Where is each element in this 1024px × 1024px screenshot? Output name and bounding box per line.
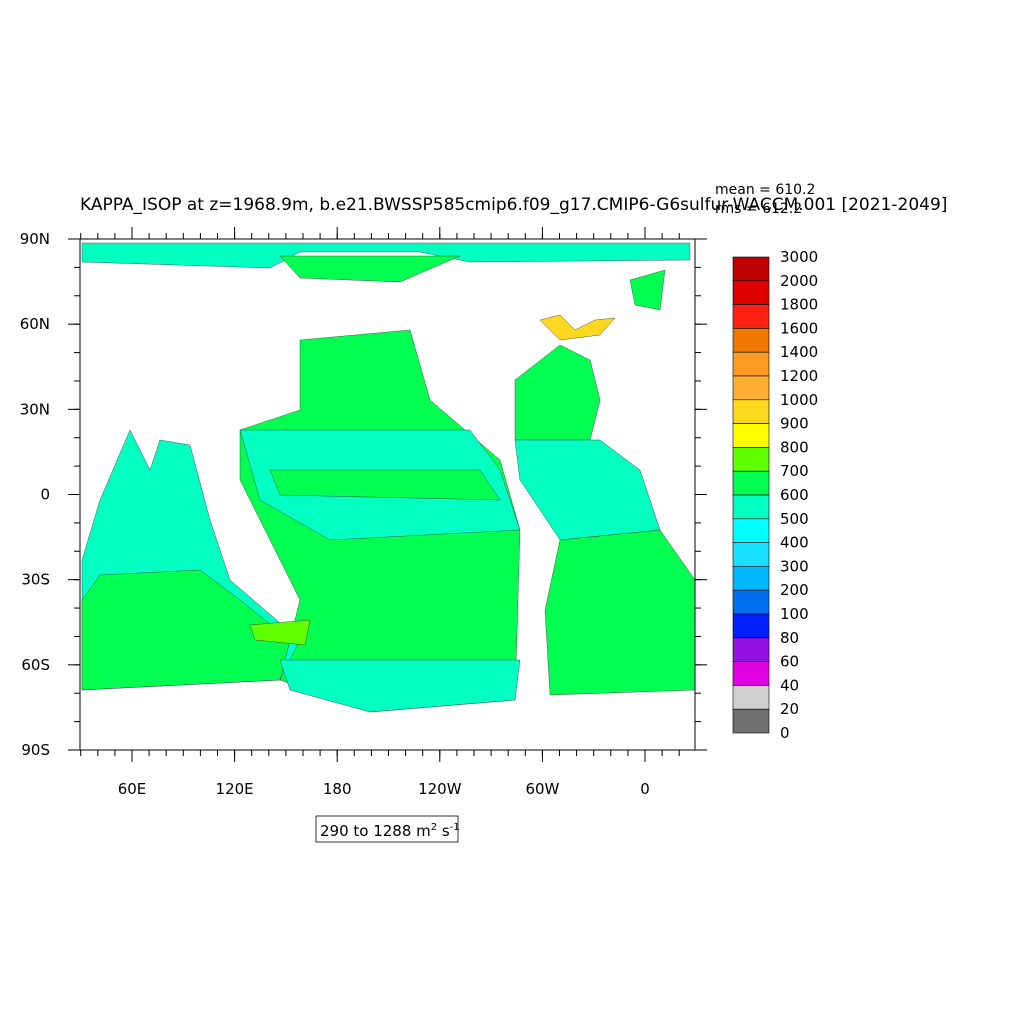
colorbar-label: 600 — [780, 486, 809, 504]
colorbar-label: 60 — [780, 653, 799, 671]
lon-label: 0 — [640, 780, 650, 798]
colorbar-box — [732, 518, 770, 543]
colorbar-label: 300 — [780, 557, 809, 575]
lat-label: 30N — [20, 400, 50, 418]
colorbar-box — [732, 566, 770, 591]
colorbar-box — [732, 613, 770, 639]
colorbar-label: 800 — [780, 438, 809, 456]
stat-mean: mean = 610.2 — [715, 182, 815, 198]
colorbar-box — [732, 256, 770, 282]
range-sup: 2 — [431, 822, 437, 833]
colorbar-box — [732, 280, 770, 305]
colorbar-box — [732, 494, 770, 520]
lat-label: 0 — [40, 486, 50, 504]
colorbar-box — [732, 328, 770, 353]
colorbar-label: 700 — [780, 462, 809, 480]
colorbar-label: 80 — [780, 629, 799, 647]
map-fill — [80, 239, 696, 750]
colorbar-label: 400 — [780, 534, 809, 552]
lon-label: 120E — [216, 780, 254, 798]
stat-rms: rms = 612.2 — [715, 201, 802, 217]
lat-label: 90N — [20, 230, 50, 248]
lon-label: 120W — [418, 780, 462, 798]
colorbar-box — [732, 685, 770, 710]
lon-label: 180 — [323, 780, 352, 798]
colorbar-label: 1800 — [780, 296, 818, 314]
range-sup: -1 — [450, 822, 460, 833]
colorbar-box — [732, 351, 770, 377]
colorbar-label: 500 — [780, 510, 809, 528]
colorbar-label: 1600 — [780, 319, 818, 337]
colorbar-label: 40 — [780, 676, 799, 694]
range-text: 290 to 1288 m — [320, 822, 431, 840]
range-mid: s — [437, 822, 450, 840]
lat-label: 90S — [21, 741, 50, 759]
colorbar-box — [732, 661, 770, 686]
lat-label: 60S — [21, 656, 50, 674]
colorbar-box — [732, 447, 770, 472]
colorbar-label: 3000 — [780, 248, 818, 266]
lat-label: 60N — [20, 315, 50, 333]
lon-label: 60W — [525, 780, 559, 798]
lon-label: 60E — [118, 780, 147, 798]
colorbar-box — [732, 375, 770, 401]
colorbar-box — [732, 708, 770, 734]
colorbar-box — [732, 423, 770, 448]
range-label: 290 to 1288 m2 s-1 — [320, 822, 460, 840]
colorbar-box — [732, 542, 770, 567]
colorbar-box — [732, 589, 770, 615]
colorbar-box — [732, 399, 770, 424]
axis-ticks — [68, 227, 707, 762]
range-box — [315, 815, 459, 843]
colorbar-label: 0 — [780, 724, 790, 742]
colorbar-box — [732, 470, 770, 496]
colorbar-label: 900 — [780, 415, 809, 433]
colorbar-label: 1000 — [780, 391, 818, 409]
colorbar-label: 2000 — [780, 272, 818, 290]
colorbar-label: 1400 — [780, 343, 818, 361]
colorbar-label: 200 — [780, 581, 809, 599]
colorbar-label: 100 — [780, 605, 809, 623]
title: KAPPA_ISOP at z=1968.9m, b.e21.BWSSP585c… — [80, 195, 947, 215]
lat-label: 30S — [21, 571, 50, 589]
colorbar-box — [732, 304, 770, 329]
colorbar-box — [732, 637, 770, 662]
colorbar-label: 1200 — [780, 367, 818, 385]
colorbar-label: 20 — [780, 700, 799, 718]
